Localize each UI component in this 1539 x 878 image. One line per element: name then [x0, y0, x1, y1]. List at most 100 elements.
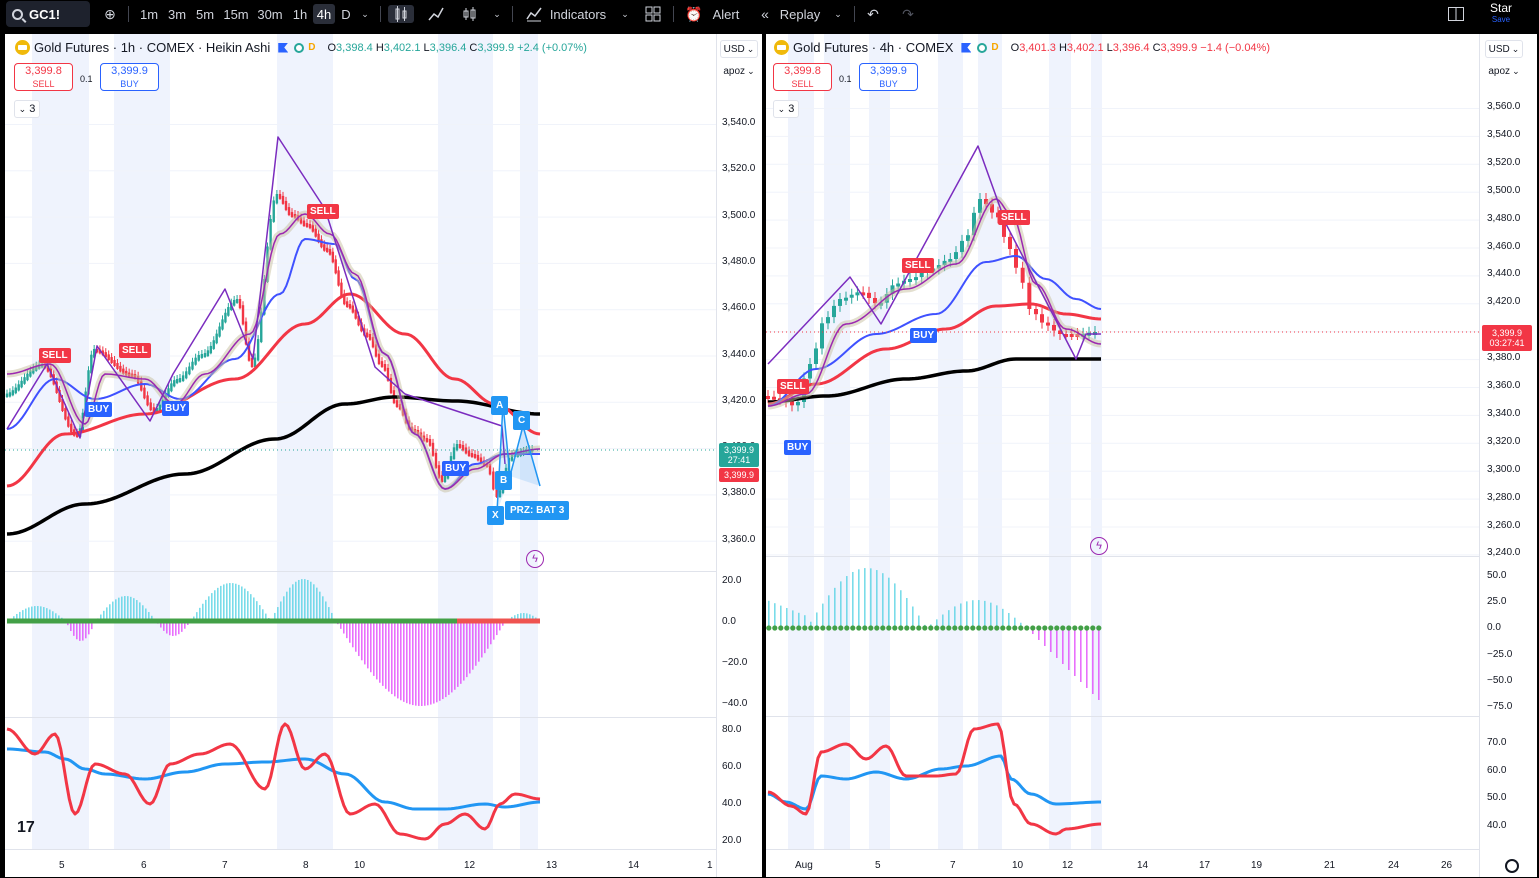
- rsi-tick: 50.0: [1487, 792, 1507, 803]
- lightning-bolt-icon[interactable]: ϟ: [526, 550, 544, 568]
- indicators-button[interactable]: Indicators: [549, 6, 607, 22]
- compare-plus-icon[interactable]: ⊕: [104, 5, 116, 22]
- interval-1m[interactable]: 1m: [139, 6, 159, 22]
- candle-body: [107, 354, 110, 361]
- alert-button[interactable]: Alert: [712, 6, 740, 22]
- candle-body: [197, 354, 200, 361]
- chart-panel-1h[interactable]: Gold Futures · 1h · COMEX · Heikin Ashi …: [5, 34, 762, 877]
- interval-3m[interactable]: 3m: [167, 6, 187, 22]
- buy-price: 3,399.9: [870, 65, 907, 77]
- interval-5m[interactable]: 5m: [195, 6, 215, 22]
- alarm-clock-icon[interactable]: ⏰: [685, 5, 703, 22]
- time-tick: 17: [1199, 860, 1211, 871]
- rewind-icon[interactable]: «: [761, 6, 769, 22]
- chart-title[interactable]: Gold Futures · 4h · COMEX: [793, 40, 954, 55]
- indicators-collapse-button[interactable]: ⌄ 3: [773, 100, 799, 118]
- oscillator-bar: [364, 621, 366, 665]
- oscillator-bar: [532, 615, 534, 621]
- symbol-search-button[interactable]: GC1!: [6, 1, 90, 27]
- candle-body: [354, 309, 357, 319]
- replay-chevron-down-icon[interactable]: ⌄: [834, 8, 842, 19]
- price-tick: 3,540.0: [1487, 128, 1521, 140]
- interval-15m[interactable]: 15m: [223, 6, 249, 22]
- sell-button[interactable]: 3,399.8 SELL: [14, 63, 73, 91]
- oscillator-bar: [391, 621, 393, 695]
- last-price-tag: 3,399.9 03:27:41: [1482, 325, 1532, 351]
- candle-body: [221, 319, 224, 330]
- chart-type-chevron-down-icon[interactable]: ⌄: [493, 8, 501, 19]
- sell-button[interactable]: 3,399.8 SELL: [773, 63, 832, 91]
- session-band: [32, 34, 89, 849]
- price-axis[interactable]: USD ⌄ apoz ⌄ 3,540.0 3,520.0 3,500.0 3,480.0 3…: [716, 34, 762, 877]
- indicators-chevron-down-icon[interactable]: ⌄: [621, 8, 629, 19]
- change-value: +2.4 (+0.07%): [517, 41, 587, 54]
- time-tick: 26: [1441, 860, 1453, 871]
- interval-d[interactable]: D: [341, 6, 351, 22]
- interval-chevron-down-icon[interactable]: ⌄: [361, 8, 369, 19]
- divider: [128, 6, 129, 22]
- price-axis[interactable]: USD ⌄ apoz ⌄ 3,560.0 3,540.0 3,520.0 3,500.0 3…: [1479, 34, 1537, 877]
- flag-icon[interactable]: [278, 42, 289, 53]
- oscillator-bar: [133, 598, 135, 621]
- layouts-grid-icon[interactable]: [644, 5, 662, 23]
- chart-title[interactable]: Gold Futures · 1h · COMEX · Heikin Ashi: [34, 40, 271, 55]
- candle-body: [235, 299, 239, 303]
- replay-button[interactable]: Replay: [779, 6, 821, 22]
- currency-selector[interactable]: USD ⌄: [720, 40, 758, 58]
- oscillator-bar: [283, 596, 285, 621]
- ema-50-line: [6, 292, 541, 488]
- oscillator-bar: [70, 621, 72, 631]
- oscillator-bar: [37, 606, 39, 621]
- buy-label: BUY: [120, 79, 139, 89]
- save-layout-button[interactable]: Star Save: [1476, 1, 1526, 25]
- oscillator-bar: [427, 621, 429, 706]
- lightning-bolt-icon[interactable]: ϟ: [1090, 537, 1108, 555]
- undo-icon[interactable]: ↶: [867, 5, 879, 22]
- chart-canvas-1h[interactable]: [5, 34, 762, 877]
- fullscreen-panel-icon[interactable]: [1447, 5, 1465, 23]
- save-label: Save: [1491, 15, 1511, 24]
- scale-selector[interactable]: apoz ⌄: [1485, 62, 1523, 80]
- grid-line: [766, 498, 1479, 500]
- price-tick: 3,380.0: [1487, 352, 1521, 364]
- currency-selector[interactable]: USD ⌄: [1485, 40, 1523, 58]
- candle-body: [766, 396, 770, 399]
- top-toolbar: GC1! ⊕ 1m 3m 5m 15m 30m 1h 4h D ⌄ ⌄ Indi…: [0, 0, 1539, 28]
- oscillator-zero-dot: [1030, 625, 1036, 631]
- candle-body: [58, 389, 61, 402]
- oscillator-bar: [121, 596, 123, 621]
- change-value: −1.4 (−0.04%): [1200, 41, 1270, 54]
- interval-30m[interactable]: 30m: [257, 6, 283, 22]
- grid-line: [5, 355, 716, 357]
- bars-chart-type-icon[interactable]: [461, 5, 479, 23]
- buy-label: BUY: [879, 79, 898, 89]
- settings-gear-icon[interactable]: [1505, 859, 1519, 873]
- scale-selector[interactable]: apoz ⌄: [720, 62, 758, 80]
- candle-body: [772, 396, 776, 400]
- interval-1h[interactable]: 1h: [292, 6, 308, 22]
- grid-line: [766, 275, 1479, 277]
- divider: [673, 6, 674, 22]
- chart-panel-4h[interactable]: Gold Futures · 4h · COMEX D O3,401.3 H3,…: [766, 34, 1537, 877]
- candle-body: [70, 423, 73, 433]
- candle-body: [26, 373, 29, 381]
- sell-label: SELL: [32, 79, 55, 89]
- oscillator-bar: [289, 587, 291, 621]
- buy-button[interactable]: 3,399.9 BUY: [100, 63, 159, 91]
- candle-body: [1069, 334, 1074, 337]
- interval-4h[interactable]: 4h: [313, 4, 335, 24]
- line-chart-type-icon[interactable]: [427, 5, 445, 23]
- open-label: O: [327, 41, 337, 54]
- chart-canvas-4h[interactable]: [766, 34, 1537, 877]
- flag-icon[interactable]: [961, 42, 972, 53]
- oscillator-bar: [316, 587, 318, 621]
- oscillator-bar: [816, 612, 818, 628]
- candles-chart-type-icon[interactable]: [388, 5, 414, 23]
- candle-body: [345, 301, 349, 307]
- indicators-icon[interactable]: [525, 5, 543, 23]
- indicators-collapse-button[interactable]: ⌄ 3: [14, 100, 40, 118]
- candle-body: [224, 312, 227, 323]
- oscillator-bar: [1074, 628, 1076, 676]
- buy-button[interactable]: 3,399.9 BUY: [859, 63, 918, 91]
- oscillator-bar: [82, 621, 84, 641]
